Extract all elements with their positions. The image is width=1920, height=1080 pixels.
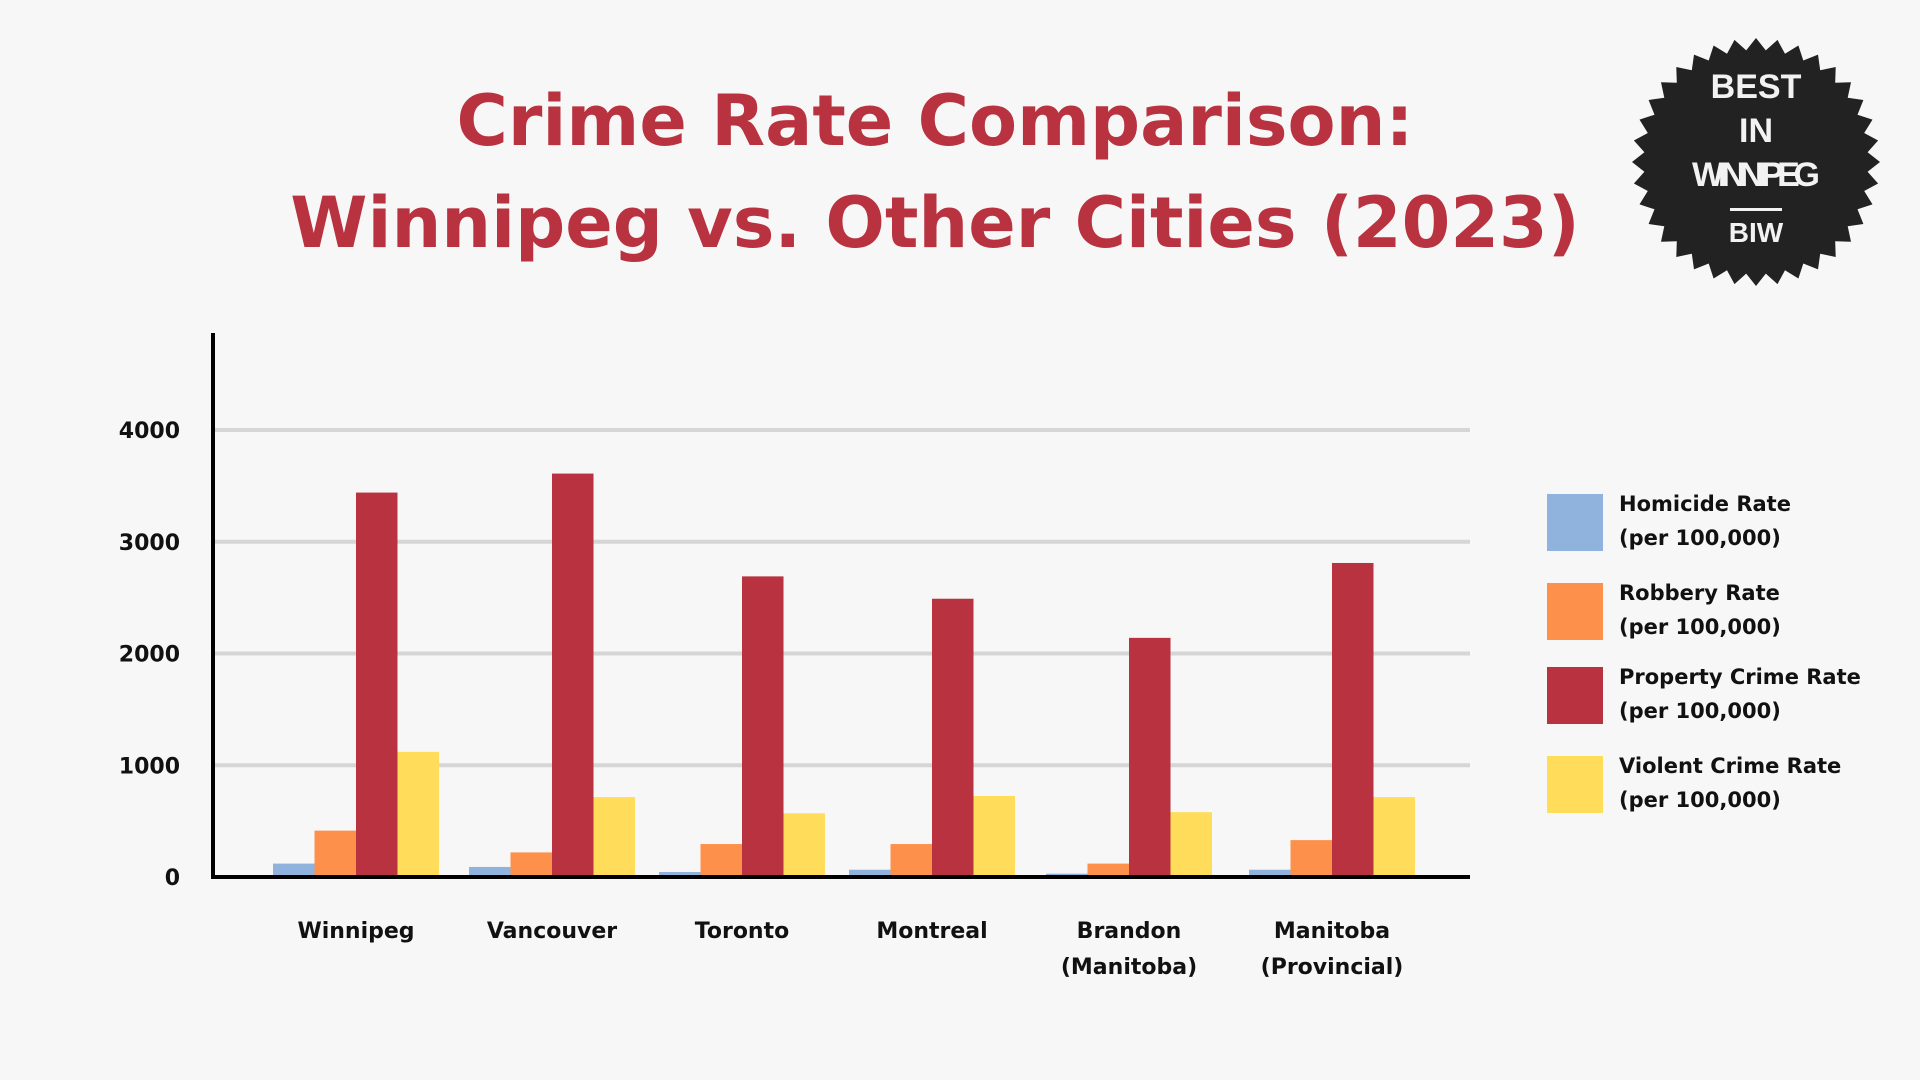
x-tick-label: Montreal [876,919,987,944]
x-tick-label: Manitoba [1274,919,1390,944]
legend-swatch [1547,756,1603,813]
bar [510,852,552,877]
y-tick-label: 1000 [119,754,180,779]
bar [397,751,439,877]
best-in-winnipeg-logo: BEST IN WINNIPEG BIW [1632,38,1880,286]
legend-label: Property Crime Rate [1619,665,1861,689]
bar [356,492,398,877]
bar [552,473,594,877]
y-tick-label: 0 [165,866,180,891]
badge-divider [1730,208,1782,211]
badge-text: BEST [1711,68,1802,106]
x-tick-label: (Manitoba) [1061,955,1197,980]
bar [1290,840,1332,877]
bar [1332,562,1374,877]
legend-swatch [1547,494,1603,551]
badge-text: BIW [1729,217,1784,248]
legend-label: (per 100,000) [1619,788,1781,812]
legend-label: (per 100,000) [1619,615,1781,639]
bar [890,844,932,877]
bar [932,598,974,877]
legend-label: Violent Crime Rate [1619,754,1841,778]
badge-starburst [1632,38,1880,286]
x-tick-label: Brandon [1077,919,1182,944]
legend-label: Robbery Rate [1619,581,1780,605]
legend-label: (per 100,000) [1619,526,1781,550]
bar [593,797,635,877]
x-tick-label: Toronto [695,919,789,944]
x-tick-label: Winnipeg [297,919,414,944]
y-tick-label: 2000 [119,643,180,668]
bar [973,795,1015,877]
bar [469,866,511,877]
bar [273,863,315,877]
y-tick-label: 3000 [119,531,180,556]
bar [783,813,825,877]
chart-title-line1: Crime Rate Comparison: [456,80,1414,162]
legend-label: Homicide Rate [1619,492,1791,516]
bar [1170,812,1212,877]
bar [849,869,891,877]
bar [314,830,356,877]
bar [1087,863,1129,877]
bar [659,871,701,877]
x-tick-label: (Provincial) [1261,955,1404,980]
badge-text: IN [1739,112,1773,150]
chart-title-line2: Winnipeg vs. Other Cities (2023) [290,182,1580,264]
bar [1249,869,1291,877]
bar [700,844,742,877]
legend-swatch [1547,667,1603,724]
badge-text: WINNIPEG [1692,156,1820,194]
legend-swatch [1547,583,1603,640]
bar [742,576,784,877]
x-tick-label: Vancouver [487,919,617,944]
bar [1373,797,1415,877]
y-tick-label: 4000 [119,419,180,444]
bar [1129,637,1171,877]
legend-label: (per 100,000) [1619,699,1781,723]
